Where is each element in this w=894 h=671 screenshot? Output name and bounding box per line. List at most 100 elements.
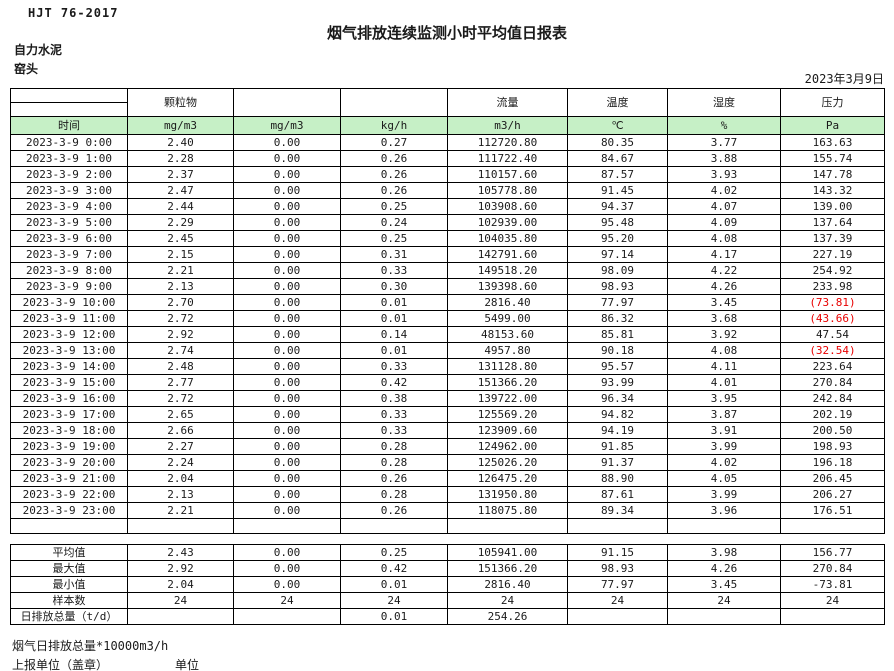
unit-header-cell: ℃ — [567, 116, 668, 135]
table-row: 2023-3-9 0:00 2.40 0.00 0.27 112720.80 80.35 3… — [10, 134, 885, 151]
value-cell: 0.00 — [233, 422, 341, 439]
value-cell: 91.85 — [567, 438, 668, 455]
value-cell: 3.88 — [667, 150, 781, 167]
value-cell: 90.18 — [567, 342, 668, 359]
value-cell: 4.22 — [667, 262, 781, 279]
monitoring-point-name: 窑头 — [14, 62, 39, 76]
time-cell: 2023-3-9 6:00 — [10, 230, 128, 247]
value-cell: 105778.80 — [447, 182, 568, 199]
value-cell: 176.51 — [780, 502, 885, 519]
value-cell: 102939.00 — [447, 214, 568, 231]
value-cell: 89.34 — [567, 502, 668, 519]
value-cell: 0.00 — [233, 182, 341, 199]
time-cell: 2023-3-9 3:00 — [10, 182, 128, 199]
value-cell: 3.93 — [667, 166, 781, 183]
value-cell: 0.38 — [340, 390, 448, 407]
value-cell: 163.63 — [780, 134, 885, 151]
value-cell: 137.39 — [780, 230, 885, 247]
table-row: 2023-3-9 23:00 2.21 0.00 0.26 118075.80 89.34… — [10, 502, 885, 519]
value-cell: 5499.00 — [447, 310, 568, 327]
value-cell: 3.92 — [667, 326, 781, 343]
time-cell: 2023-3-9 18:00 — [10, 422, 128, 439]
value-cell: 0.00 — [233, 246, 341, 263]
table-row: 2023-3-9 1:00 2.28 0.00 0.26 111722.40 84.67 3… — [10, 150, 885, 167]
value-cell: 126475.20 — [447, 470, 568, 487]
value-cell: 223.64 — [780, 358, 885, 375]
value-cell: 0.00 — [233, 438, 341, 455]
value-cell: 0.00 — [233, 294, 341, 311]
summary-value-cell — [667, 608, 781, 625]
value-cell: 0.30 — [340, 278, 448, 295]
value-cell: 2.45 — [127, 230, 234, 247]
summary-value-cell: 24 — [127, 592, 234, 609]
unit-label: 单位 — [175, 658, 200, 671]
value-cell: 2.40 — [127, 134, 234, 151]
table-row: 2023-3-9 2:00 2.37 0.00 0.26 110157.60 87.57 3… — [10, 166, 885, 183]
value-cell: 87.57 — [567, 166, 668, 183]
unit-header-cell: m3/h — [447, 116, 568, 135]
unit-header-cell: mg/m3 — [127, 116, 234, 135]
time-cell: 2023-3-9 9:00 — [10, 278, 128, 295]
value-cell: 151366.20 — [447, 374, 568, 391]
summary-value-cell: 0.42 — [340, 560, 448, 577]
value-cell: 0.24 — [340, 214, 448, 231]
value-cell: 93.99 — [567, 374, 668, 391]
value-cell: 2.72 — [127, 390, 234, 407]
unit-header-cell: kg/h — [340, 116, 448, 135]
time-cell: 2023-3-9 20:00 — [10, 454, 128, 471]
value-cell: 0.00 — [233, 166, 341, 183]
value-cell: 2.27 — [127, 438, 234, 455]
value-cell: 0.28 — [340, 454, 448, 471]
value-cell: 124962.00 — [447, 438, 568, 455]
value-cell: (73.81) — [780, 294, 885, 311]
value-cell: 3.68 — [667, 310, 781, 327]
group-header-cell: 湿度 — [667, 88, 781, 117]
summary-value-cell: 0.00 — [233, 544, 341, 561]
value-cell: 97.14 — [567, 246, 668, 263]
value-cell: 85.81 — [567, 326, 668, 343]
value-cell: 0.01 — [340, 342, 448, 359]
value-cell: 98.93 — [567, 278, 668, 295]
value-cell: 48153.60 — [447, 326, 568, 343]
table-row: 2023-3-9 14:00 2.48 0.00 0.33 131128.80 95.57… — [10, 358, 885, 375]
table-row: 2023-3-9 18:00 2.66 0.00 0.33 123909.60 94.19… — [10, 422, 885, 439]
value-cell: 0.00 — [233, 406, 341, 423]
value-cell: 0.14 — [340, 326, 448, 343]
value-cell: 196.18 — [780, 454, 885, 471]
unit-header-cell: mg/m3 — [233, 116, 341, 135]
value-cell: 2.92 — [127, 326, 234, 343]
value-cell: 94.19 — [567, 422, 668, 439]
value-cell: 0.00 — [233, 502, 341, 519]
value-cell: 0.33 — [340, 358, 448, 375]
value-cell: 111722.40 — [447, 150, 568, 167]
summary-value-cell: 0.25 — [340, 544, 448, 561]
unit-header-row: 时间 mg/m3 mg/m3 kg/h m3/h ℃ % Pa — [10, 116, 885, 135]
summary-value-cell: 98.93 — [567, 560, 668, 577]
value-cell: 86.32 — [567, 310, 668, 327]
value-cell: 2816.40 — [447, 294, 568, 311]
table-row: 2023-3-9 11:00 2.72 0.00 0.01 5499.00 86.32 3.… — [10, 310, 885, 327]
value-cell: 2.24 — [127, 454, 234, 471]
summary-row: 样本数 24 24 24 24 24 24 24 — [10, 592, 885, 609]
summary-value-cell: 156.77 — [780, 544, 885, 561]
value-cell: 2.15 — [127, 246, 234, 263]
value-cell: 125026.20 — [447, 454, 568, 471]
summary-value-cell: 0.00 — [233, 560, 341, 577]
value-cell: 0.00 — [233, 262, 341, 279]
value-cell: 0.00 — [233, 134, 341, 151]
value-cell: 123909.60 — [447, 422, 568, 439]
value-cell: 139722.00 — [447, 390, 568, 407]
time-cell: 2023-3-9 16:00 — [10, 390, 128, 407]
summary-table: 平均值 2.43 0.00 0.25 105941.00 91.15 3.98 156.77 最… — [10, 544, 885, 625]
time-cell: 2023-3-9 14:00 — [10, 358, 128, 375]
group-header-cell: 压力 — [780, 88, 885, 117]
value-cell: 233.98 — [780, 278, 885, 295]
value-cell: 0.28 — [340, 438, 448, 455]
value-cell: 47.54 — [780, 326, 885, 343]
value-cell: 0.26 — [340, 166, 448, 183]
value-cell: 0.26 — [340, 502, 448, 519]
value-cell: 2.44 — [127, 198, 234, 215]
time-cell: 2023-3-9 15:00 — [10, 374, 128, 391]
value-cell: 91.45 — [567, 182, 668, 199]
value-cell: 0.01 — [340, 310, 448, 327]
